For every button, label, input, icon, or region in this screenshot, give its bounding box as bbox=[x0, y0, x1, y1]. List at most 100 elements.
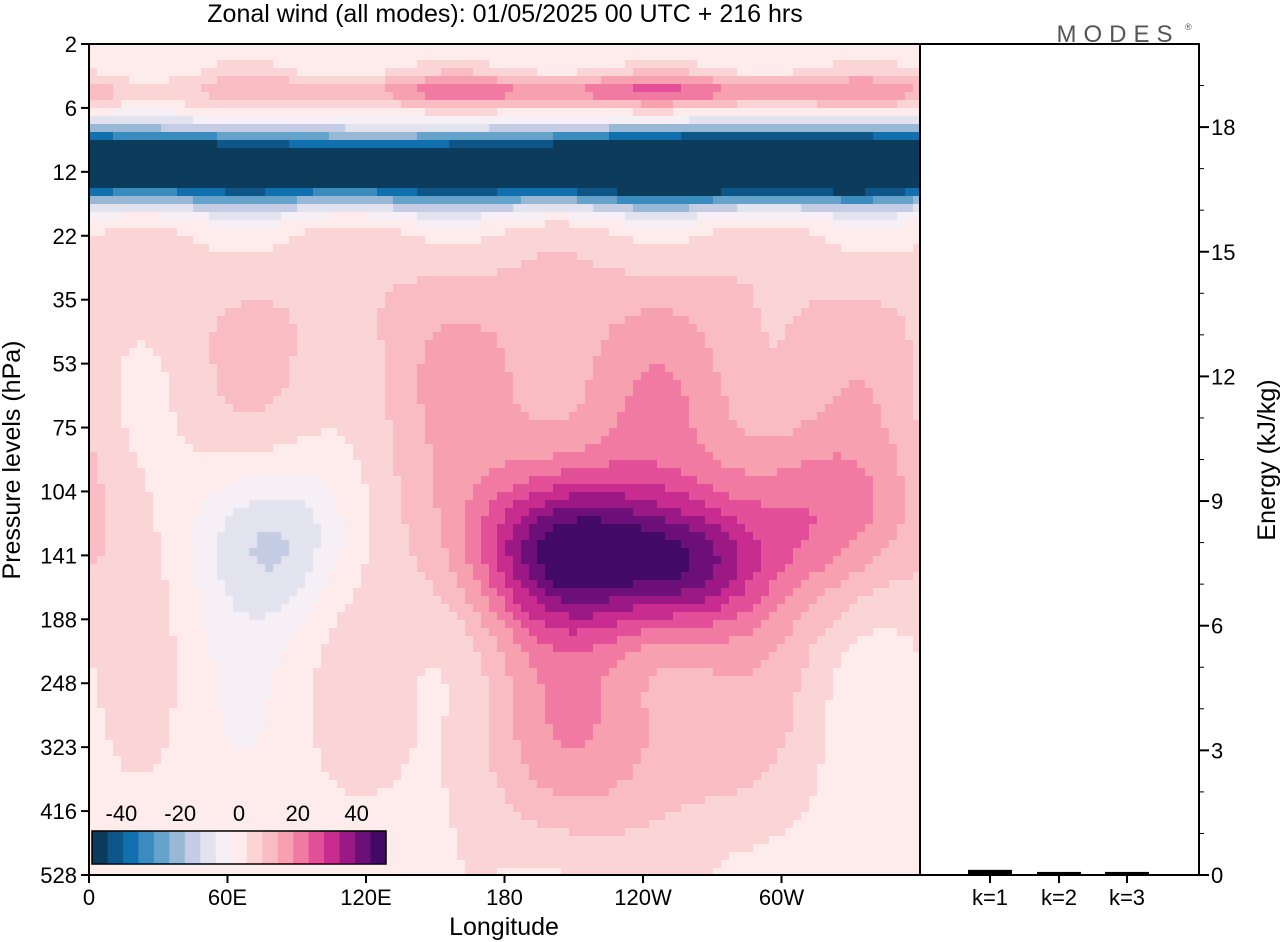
heatmap-cell bbox=[89, 52, 98, 61]
heatmap-cell bbox=[89, 308, 98, 317]
heatmap-cell bbox=[633, 156, 642, 165]
heatmap-cell bbox=[793, 284, 802, 293]
heatmap-cell bbox=[769, 196, 778, 205]
heatmap-cell bbox=[265, 348, 274, 357]
heatmap-cell bbox=[825, 116, 834, 125]
heatmap-cell bbox=[145, 148, 154, 157]
heatmap-cell bbox=[553, 260, 562, 269]
heatmap-cell bbox=[433, 396, 442, 405]
heatmap-cell bbox=[657, 388, 666, 397]
heatmap-cell bbox=[769, 332, 778, 341]
heatmap-cell bbox=[609, 308, 618, 317]
heatmap-cell bbox=[665, 44, 674, 53]
heatmap-cell bbox=[465, 420, 474, 429]
heatmap-cell bbox=[801, 292, 810, 301]
heatmap-cell bbox=[401, 236, 410, 245]
heatmap-cell bbox=[449, 420, 458, 429]
heatmap-cell bbox=[745, 84, 754, 93]
heatmap-cell bbox=[801, 92, 810, 101]
heatmap-cell bbox=[337, 100, 346, 109]
heatmap-cell bbox=[217, 156, 226, 165]
heatmap-cell bbox=[601, 268, 610, 277]
heatmap-cell bbox=[449, 228, 458, 237]
heatmap-cell bbox=[145, 164, 154, 173]
heatmap-cell bbox=[89, 84, 98, 93]
heatmap-cell bbox=[385, 68, 394, 77]
heatmap-cell bbox=[89, 388, 98, 397]
heatmap-cell bbox=[809, 396, 818, 405]
heatmap-cell bbox=[465, 268, 474, 277]
heatmap-cell bbox=[369, 140, 378, 149]
heatmap-cell bbox=[817, 180, 826, 189]
heatmap-cell bbox=[369, 324, 378, 333]
heatmap-cell bbox=[617, 172, 626, 181]
heatmap-cell bbox=[881, 348, 890, 357]
heatmap-cell bbox=[785, 228, 794, 237]
heatmap-cell bbox=[577, 268, 586, 277]
heatmap-cell bbox=[865, 172, 874, 181]
heatmap-cell bbox=[841, 420, 850, 429]
heatmap-cell bbox=[409, 172, 418, 181]
heatmap-cell bbox=[505, 332, 514, 341]
heatmap-cell bbox=[257, 332, 266, 341]
heatmap-cell bbox=[489, 316, 498, 325]
heatmap-cell bbox=[785, 380, 794, 389]
heatmap-cell bbox=[473, 60, 482, 69]
heatmap-cell bbox=[361, 164, 370, 173]
heatmap-cell bbox=[545, 164, 554, 173]
heatmap-cell bbox=[97, 156, 106, 165]
heatmap-cell bbox=[529, 404, 538, 413]
heatmap-cell bbox=[577, 420, 586, 429]
heatmap-cell bbox=[249, 196, 258, 205]
heatmap-cell bbox=[769, 84, 778, 93]
heatmap-cell bbox=[561, 364, 570, 373]
heatmap-cell bbox=[793, 108, 802, 117]
heatmap-cell bbox=[305, 412, 314, 421]
heatmap-cell bbox=[377, 76, 386, 85]
heatmap-cell bbox=[801, 332, 810, 341]
heatmap-cell bbox=[137, 388, 146, 397]
heatmap-cell bbox=[145, 412, 154, 421]
heatmap-cell bbox=[657, 372, 666, 381]
heatmap-cell bbox=[689, 236, 698, 245]
heatmap-cell bbox=[673, 252, 682, 261]
heatmap-cell bbox=[705, 108, 714, 117]
heatmap-cell bbox=[673, 380, 682, 389]
heatmap-cell bbox=[225, 180, 234, 189]
heatmap-cell bbox=[441, 68, 450, 77]
heatmap-cell bbox=[825, 140, 834, 149]
heatmap-cell bbox=[169, 60, 178, 69]
heatmap-cell bbox=[609, 60, 618, 69]
heatmap-cell bbox=[769, 308, 778, 317]
heatmap-cell bbox=[849, 204, 858, 213]
heatmap-cell bbox=[481, 292, 490, 301]
heatmap-cell bbox=[305, 68, 314, 77]
heatmap-cell bbox=[449, 116, 458, 125]
heatmap-cell bbox=[217, 44, 226, 53]
heatmap-cell bbox=[273, 220, 282, 229]
heatmap-cell bbox=[665, 388, 674, 397]
heatmap-cell bbox=[905, 412, 914, 421]
heatmap-cell bbox=[585, 156, 594, 165]
heatmap-cell bbox=[105, 332, 114, 341]
heatmap-cell bbox=[129, 44, 138, 53]
heatmap-cell bbox=[737, 276, 746, 285]
heatmap-cell bbox=[257, 100, 266, 109]
heatmap-cell bbox=[425, 276, 434, 285]
heatmap-cell bbox=[769, 188, 778, 197]
heatmap-cell bbox=[281, 44, 290, 53]
heatmap-cell bbox=[105, 164, 114, 173]
heatmap-cell bbox=[689, 52, 698, 61]
heatmap-cell bbox=[729, 244, 738, 253]
heatmap-cell bbox=[249, 324, 258, 333]
heatmap-cell bbox=[257, 380, 266, 389]
heatmap-cell bbox=[105, 324, 114, 333]
heatmap-cell bbox=[433, 196, 442, 205]
heatmap-cell bbox=[433, 84, 442, 93]
heatmap-cell bbox=[585, 148, 594, 157]
heatmap-cell bbox=[769, 404, 778, 413]
heatmap-cell bbox=[473, 164, 482, 173]
heatmap-cell bbox=[225, 292, 234, 301]
heatmap-cell bbox=[249, 148, 258, 157]
heatmap-cell bbox=[297, 300, 306, 309]
